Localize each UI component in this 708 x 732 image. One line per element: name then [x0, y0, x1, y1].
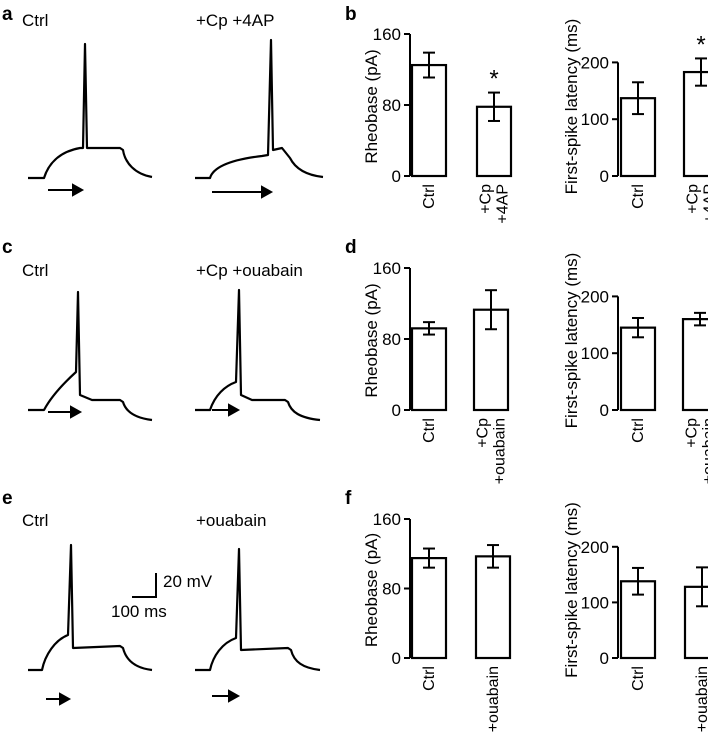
- stimulus-arrow-e-ouabain: [212, 689, 241, 703]
- trace-label-a-ctrl: Ctrl: [22, 11, 48, 30]
- stimulus-arrow-a-ctrl: [48, 183, 85, 197]
- y-axis-label: Rheobase (pA): [362, 283, 381, 397]
- x-category-label: Ctrl: [421, 418, 438, 443]
- voltage-trace-a-cp-4ap: [195, 38, 324, 180]
- chart-d-2: 0 80 160 Rheobase (pA) Ctrl +Cp +ouabain: [362, 259, 510, 484]
- y-tick-label: 100: [581, 110, 609, 129]
- y-tick-label: 200: [581, 53, 609, 72]
- y-tick-label: 0: [392, 649, 401, 668]
- bar: [410, 63, 448, 178]
- y-axis-label: Rheobase (pA): [362, 49, 381, 163]
- trace-label-a-cp-4ap: +Cp +4AP: [196, 11, 274, 30]
- y-tick-label: 100: [581, 344, 609, 363]
- panel-letter-a: a: [2, 4, 13, 25]
- panel-letter-e: e: [2, 488, 13, 509]
- y-tick-label: 0: [600, 401, 609, 420]
- significance-marker: *: [696, 31, 705, 58]
- bar: [474, 555, 512, 660]
- voltage-trace-c-ctrl: [28, 290, 153, 422]
- chart-b-0: 0 80 160 Rheobase (pA) Ctrl * +Cp +4AP: [362, 25, 513, 224]
- bar: [681, 318, 708, 412]
- y-tick-label: 0: [600, 167, 609, 186]
- significance-marker: *: [489, 66, 498, 93]
- trace-label-e-ctrl: Ctrl: [22, 511, 48, 530]
- y-tick-label: 160: [373, 259, 401, 278]
- trace-label-c-ctrl: Ctrl: [22, 261, 48, 280]
- voltage-trace-e-ctrl: [28, 543, 153, 672]
- x-category-label: +ouabain: [485, 666, 502, 732]
- y-tick-label: 0: [392, 401, 401, 420]
- stimulus-arrow-c-ctrl: [48, 405, 83, 419]
- y-tick-label: 80: [382, 96, 401, 115]
- bar: [410, 556, 448, 660]
- stimulus-arrow-c-cp-ouabain: [212, 403, 241, 417]
- bar: [475, 105, 513, 178]
- scale-bar: [132, 573, 157, 598]
- x-category-label: +ouabain: [701, 418, 708, 484]
- x-category-label: +Cp: [475, 418, 492, 448]
- y-tick-label: 200: [581, 538, 609, 557]
- y-tick-label: 80: [382, 330, 401, 349]
- y-tick-label: 0: [600, 649, 609, 668]
- panel-letter-d: d: [345, 237, 357, 258]
- y-axis-label: First-spike latency (ms): [562, 253, 581, 429]
- bar: [683, 585, 708, 660]
- voltage-trace-a-ctrl: [28, 42, 153, 180]
- y-tick-label: 0: [392, 167, 401, 186]
- stimulus-arrow-a-cp-4ap: [212, 185, 274, 199]
- y-tick-label: 80: [382, 580, 401, 599]
- y-tick-label: 200: [581, 287, 609, 306]
- y-axis-label: First-spike latency (ms): [562, 19, 581, 195]
- trace-label-c-cp-ouabain: +Cp +ouabain: [196, 261, 303, 280]
- panel-letter-f: f: [345, 488, 352, 509]
- scale-bar-time-label: 100 ms: [111, 602, 167, 621]
- x-category-label: +ouabain: [694, 666, 708, 732]
- x-category-label: Ctrl: [630, 418, 647, 443]
- panel-letter-c: c: [2, 237, 13, 258]
- y-tick-label: 160: [373, 510, 401, 529]
- x-category-label: Ctrl: [630, 666, 647, 691]
- voltage-trace-c-cp-ouabain: [195, 288, 321, 422]
- x-category-label: +Cp: [478, 184, 495, 214]
- y-axis-label: Rheobase (pA): [362, 533, 381, 647]
- x-category-label: Ctrl: [421, 184, 438, 209]
- x-category-label: +ouabain: [492, 418, 509, 484]
- x-category-label: Ctrl: [630, 184, 647, 209]
- y-tick-label: 160: [373, 25, 401, 44]
- x-category-label: +Cp: [685, 184, 702, 214]
- chart-f-4: 0 80 160 Rheobase (pA) Ctrl +ouabain: [362, 510, 512, 732]
- voltage-trace-e-ouabain: [195, 547, 321, 672]
- bar: [619, 326, 657, 412]
- panel-letter-b: b: [345, 4, 357, 25]
- y-tick-label: 100: [581, 593, 609, 612]
- x-category-label: +4AP: [702, 184, 708, 224]
- x-category-label: +4AP: [495, 184, 512, 224]
- stimulus-arrow-e-ctrl: [46, 692, 72, 706]
- y-axis-label: First-spike latency (ms): [562, 502, 581, 678]
- bar: [682, 70, 708, 178]
- bar: [410, 327, 448, 412]
- x-category-label: +Cp: [684, 418, 701, 448]
- x-category-label: Ctrl: [421, 666, 438, 691]
- scale-bar-voltage-label: 20 mV: [163, 572, 213, 591]
- trace-label-e-ouabain: +ouabain: [196, 511, 266, 530]
